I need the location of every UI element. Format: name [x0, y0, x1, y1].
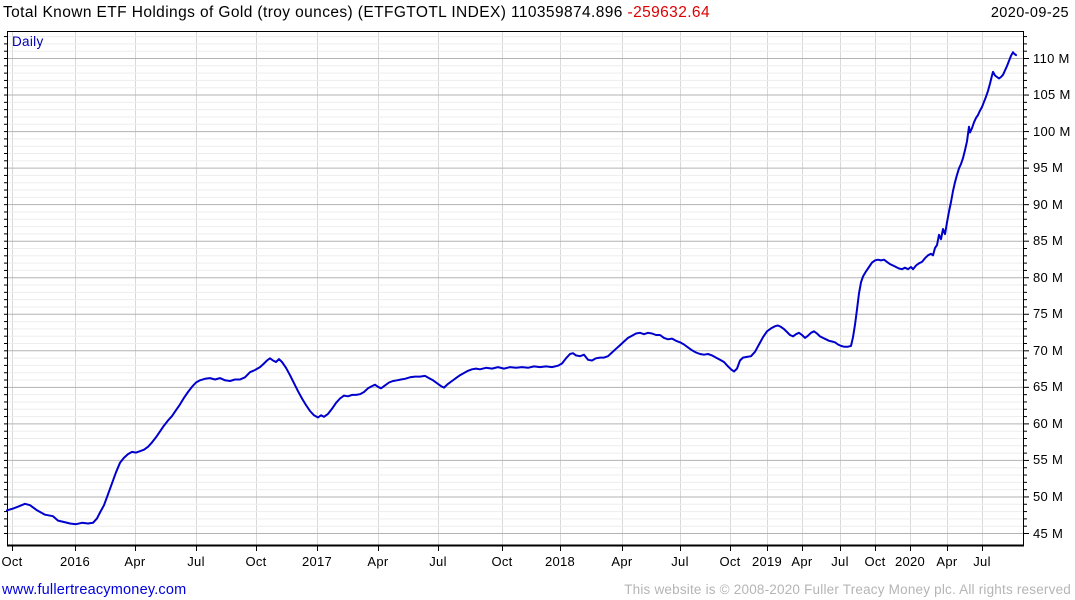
x-axis-label: Apr: [611, 554, 633, 569]
x-axis-label: Jul: [671, 554, 689, 569]
x-axis-label: 2016: [59, 554, 91, 569]
y-axis-label: 45 M: [1033, 525, 1064, 541]
y-axis-label: 70 M: [1033, 342, 1064, 358]
y-axis-label: 80 M: [1033, 269, 1064, 285]
x-axis-label: Jul: [187, 554, 205, 569]
title-bar: Total Known ETF Holdings of Gold (troy o…: [3, 4, 710, 22]
last-value: 110359874.896: [511, 4, 623, 21]
y-axis-label: 75 M: [1033, 306, 1064, 322]
y-axis-label: 90 M: [1033, 196, 1064, 212]
x-axis-label: 2020: [894, 554, 926, 569]
change-value: -259632.64: [627, 4, 710, 21]
y-axis-label: 85 M: [1033, 233, 1064, 249]
x-axis-label: Jul: [831, 554, 849, 569]
x-axis-label: Jul: [973, 554, 991, 569]
x-axis-label: Apr: [124, 554, 146, 569]
date-label: 2020-09-25: [990, 5, 1069, 21]
y-axis-label: 50 M: [1033, 488, 1064, 504]
x-axis-label: Jul: [429, 554, 447, 569]
y-axis-label: 60 M: [1033, 415, 1064, 431]
website-link[interactable]: www.fullertreacymoney.com: [2, 582, 187, 598]
x-axis-label: Oct: [491, 554, 513, 569]
y-axis-label: 100 M: [1033, 123, 1071, 139]
chart-title: Total Known ETF Holdings of Gold (troy o…: [3, 4, 507, 21]
y-axis-label: 95 M: [1033, 160, 1064, 176]
x-axis-label: Oct: [245, 554, 267, 569]
x-axis-label: Oct: [719, 554, 741, 569]
y-axis-label: 55 M: [1033, 452, 1064, 468]
price-line: [6, 51, 1017, 526]
x-axis-label: Oct: [864, 554, 886, 569]
x-axis-label: 2017: [301, 554, 333, 569]
y-axis-label: 105 M: [1033, 87, 1071, 103]
y-axis-label: 65 M: [1033, 379, 1064, 395]
x-axis-label: Oct: [1, 554, 23, 569]
x-axis-label: Apr: [367, 554, 389, 569]
y-axis-label: 110 M: [1033, 50, 1070, 66]
x-axis-label: 2018: [544, 554, 576, 569]
x-axis-label: Apr: [936, 554, 958, 569]
frequency-label: Daily: [12, 34, 44, 49]
x-axis-label: Apr: [791, 554, 813, 569]
x-axis-label: 2019: [751, 554, 783, 569]
copyright-text: This website is © 2008-2020 Fuller Treac…: [624, 582, 1071, 597]
plot-border: [7, 31, 1024, 546]
